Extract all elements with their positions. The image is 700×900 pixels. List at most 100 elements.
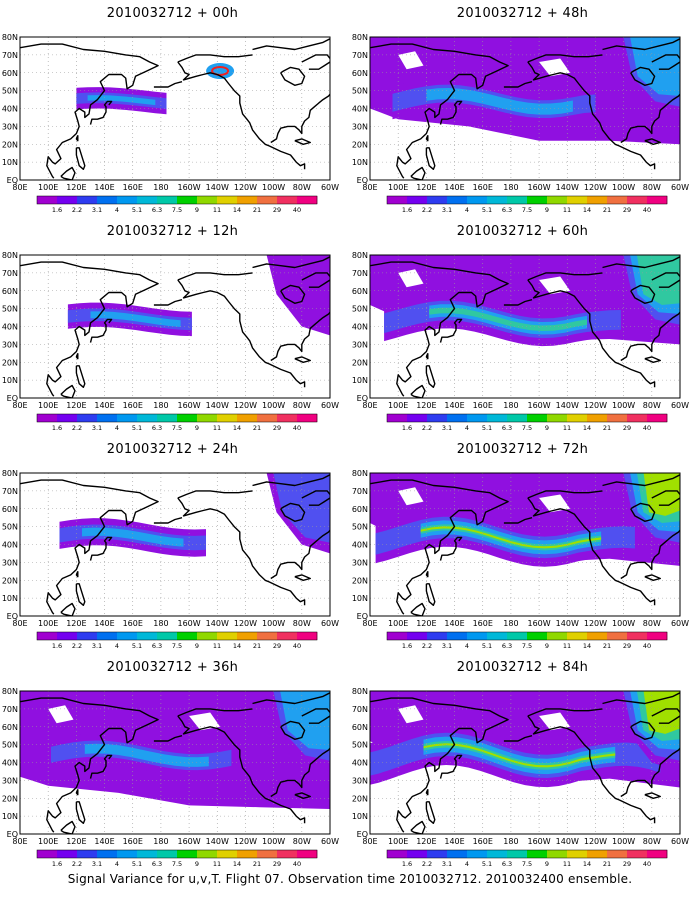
colorbar-label: 1.6 <box>402 206 412 214</box>
latitude-label: 40N <box>352 759 368 768</box>
colorbar-label: 21 <box>253 860 261 868</box>
colorbar-label: 7.5 <box>522 860 532 868</box>
colorbar-label: 5.1 <box>482 860 492 868</box>
colorbar-swatch <box>427 850 448 858</box>
latitude-label: 10N <box>2 812 18 821</box>
longitude-label: 120E <box>416 401 436 410</box>
longitude-label: 140E <box>444 619 464 628</box>
colorbar-swatch <box>37 850 58 858</box>
longitude-label: 120W <box>234 183 257 192</box>
colorbar-label: 14 <box>583 642 591 650</box>
colorbar-label: 40 <box>293 860 301 868</box>
colorbar-swatch <box>427 196 448 204</box>
colorbar-label: 3.1 <box>442 860 452 868</box>
colorbar-swatch <box>177 632 198 640</box>
map-frame <box>19 36 331 181</box>
variance-band <box>429 307 587 331</box>
colorbar-label: 7.5 <box>172 860 182 868</box>
longitude-label: 160W <box>527 837 550 846</box>
colorbar-label: 1.6 <box>402 860 412 868</box>
panel-title: 2010032712 + 24h <box>106 442 239 457</box>
colorbar-swatch <box>407 632 428 640</box>
longitude-label: 80W <box>293 183 311 192</box>
colorbar-label: 40 <box>643 424 651 432</box>
colorbar-label: 14 <box>583 206 591 214</box>
latitude-label: 60N <box>352 723 368 732</box>
colorbar-swatch <box>527 850 548 858</box>
colorbar-swatch <box>277 850 298 858</box>
longitude-label: 140W <box>206 619 229 628</box>
latitude-label: 70N <box>2 51 18 60</box>
colorbar-label: 5.1 <box>482 206 492 214</box>
latitude-label: 20N <box>352 140 368 149</box>
colorbar-swatch <box>387 850 408 858</box>
colorbar-swatch <box>507 850 528 858</box>
colorbar-label: 11 <box>213 424 221 432</box>
colorbar-swatch <box>97 414 118 422</box>
colorbar-frame <box>386 849 668 859</box>
colorbar-label: 3.1 <box>442 206 452 214</box>
colorbar-swatch <box>257 414 278 422</box>
longitude-label: 80W <box>643 619 661 628</box>
longitude-label: 100W <box>262 619 285 628</box>
longitude-label: 140W <box>556 183 579 192</box>
longitude-label: 160E <box>473 619 493 628</box>
colorbar-swatch <box>567 632 588 640</box>
longitude-label: 140E <box>444 837 464 846</box>
longitude-label: 80W <box>293 619 311 628</box>
map-panel: 2010032712 + 72h 80N 70N 60N 50N 40N 30N 20N 10N… <box>350 436 695 651</box>
latitude-label: 30N <box>352 122 368 131</box>
colorbar-swatch <box>507 414 528 422</box>
latitude-label: 60N <box>352 69 368 78</box>
colorbar-label: 4 <box>115 424 119 432</box>
longitude-label: 140E <box>94 183 114 192</box>
colorbar-swatch <box>177 414 198 422</box>
colorbar-swatch <box>197 850 218 858</box>
longitude-label: 100E <box>38 619 58 628</box>
latitude-label: 80N <box>352 687 368 696</box>
colorbar-label: 11 <box>213 642 221 650</box>
colorbar-swatch <box>217 850 238 858</box>
variance-gap <box>539 58 571 77</box>
longitude-label: 120E <box>66 619 86 628</box>
colorbar-swatch <box>507 196 528 204</box>
colorbar-swatch <box>547 850 568 858</box>
latitude-label: 50N <box>352 87 368 96</box>
colorbar-label: 2.2 <box>72 860 82 868</box>
latitude-label: 20N <box>2 794 18 803</box>
latitude-label: 60N <box>352 287 368 296</box>
colorbar-label: 7.5 <box>522 206 532 214</box>
latitude-label: 70N <box>2 705 18 714</box>
longitude-label: 160E <box>123 619 143 628</box>
colorbar-swatch <box>547 632 568 640</box>
colorbar-label: 2.2 <box>72 206 82 214</box>
latitude-label: 10N <box>2 376 18 385</box>
variance-field-canada <box>280 691 330 750</box>
latitude-label: EQ <box>357 830 368 839</box>
latitude-label: 80N <box>2 33 18 42</box>
colorbar-label: 6.3 <box>152 206 162 214</box>
longitude-label: 160W <box>527 619 550 628</box>
colorbar-swatch <box>647 196 668 204</box>
colorbar-swatch <box>487 196 508 204</box>
longitude-label: 140E <box>94 837 114 846</box>
latitude-label: 40N <box>2 323 18 332</box>
colorbar-swatch <box>137 414 158 422</box>
colorbar-swatch <box>257 196 278 204</box>
colorbar-label: 14 <box>233 642 241 650</box>
colorbar-label: 7.5 <box>522 424 532 432</box>
latitude-label: 50N <box>2 305 18 314</box>
colorbar-label: 3.1 <box>442 642 452 650</box>
map-panel: 2010032712 + 12h 80N 70N 60N 50N 40N 30N 20N 10N… <box>0 218 345 433</box>
colorbar-swatch <box>447 850 468 858</box>
colorbar-swatch <box>117 414 138 422</box>
colorbar-swatch <box>627 850 648 858</box>
colorbar-swatch <box>607 850 628 858</box>
latitude-label: EQ <box>357 612 368 621</box>
longitude-label: 60W <box>671 619 689 628</box>
longitude-label: 120E <box>416 837 436 846</box>
colorbar-label: 4 <box>465 860 469 868</box>
longitude-label: 140E <box>444 183 464 192</box>
